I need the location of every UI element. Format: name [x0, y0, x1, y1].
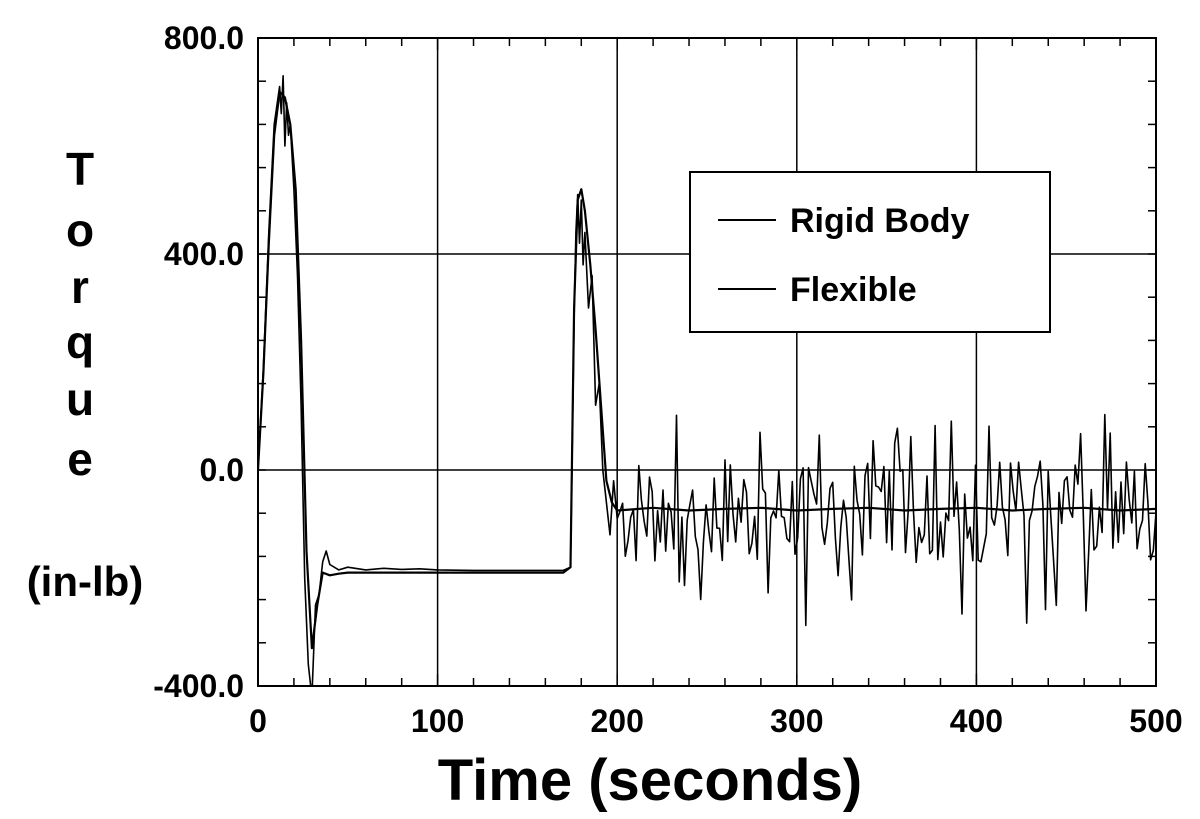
x-tick-label-400: 400	[950, 703, 1003, 739]
ylabel-unit: (in-lb)	[27, 558, 144, 605]
y-axis-title: T o r q u e (in-lb)	[27, 143, 144, 605]
tick-labels: 0 100 200 300 400 500 -400.0 0.0 400.0 800.0	[153, 20, 1182, 739]
ylabel-letter-4: q	[66, 316, 94, 368]
ylabel-letter-1: T	[66, 143, 94, 195]
x-tick-label-100: 100	[411, 703, 464, 739]
legend-label-flexible: Flexible	[790, 271, 917, 309]
ylabel-letter-3: r	[71, 261, 89, 313]
legend-box	[689, 171, 1051, 333]
ylabel-letter-6: e	[67, 433, 93, 485]
axis-ticks	[257, 37, 1157, 687]
y-tick-label-2: 400.0	[164, 236, 244, 272]
x-tick-label-0: 0	[249, 703, 267, 739]
grid-lines	[258, 38, 1156, 686]
x-tick-label-200: 200	[591, 703, 644, 739]
y-tick-label-3: 800.0	[164, 20, 244, 56]
series-line-flexible	[258, 75, 1156, 686]
plot-frame	[257, 37, 1157, 687]
ylabel-letter-5: u	[66, 373, 94, 425]
y-tick-label-1: 0.0	[200, 452, 244, 488]
x-tick-label-500: 500	[1129, 703, 1182, 739]
x-tick-label-300: 300	[770, 703, 823, 739]
legend-label-rigid-body: Rigid Body	[790, 202, 970, 240]
x-axis-title: Time (seconds)	[438, 748, 862, 813]
data-series	[258, 75, 1156, 686]
ylabel-letter-2: o	[66, 204, 94, 256]
legend: Rigid Body Flexible	[689, 171, 1051, 333]
y-tick-label-0: -400.0	[153, 668, 244, 704]
